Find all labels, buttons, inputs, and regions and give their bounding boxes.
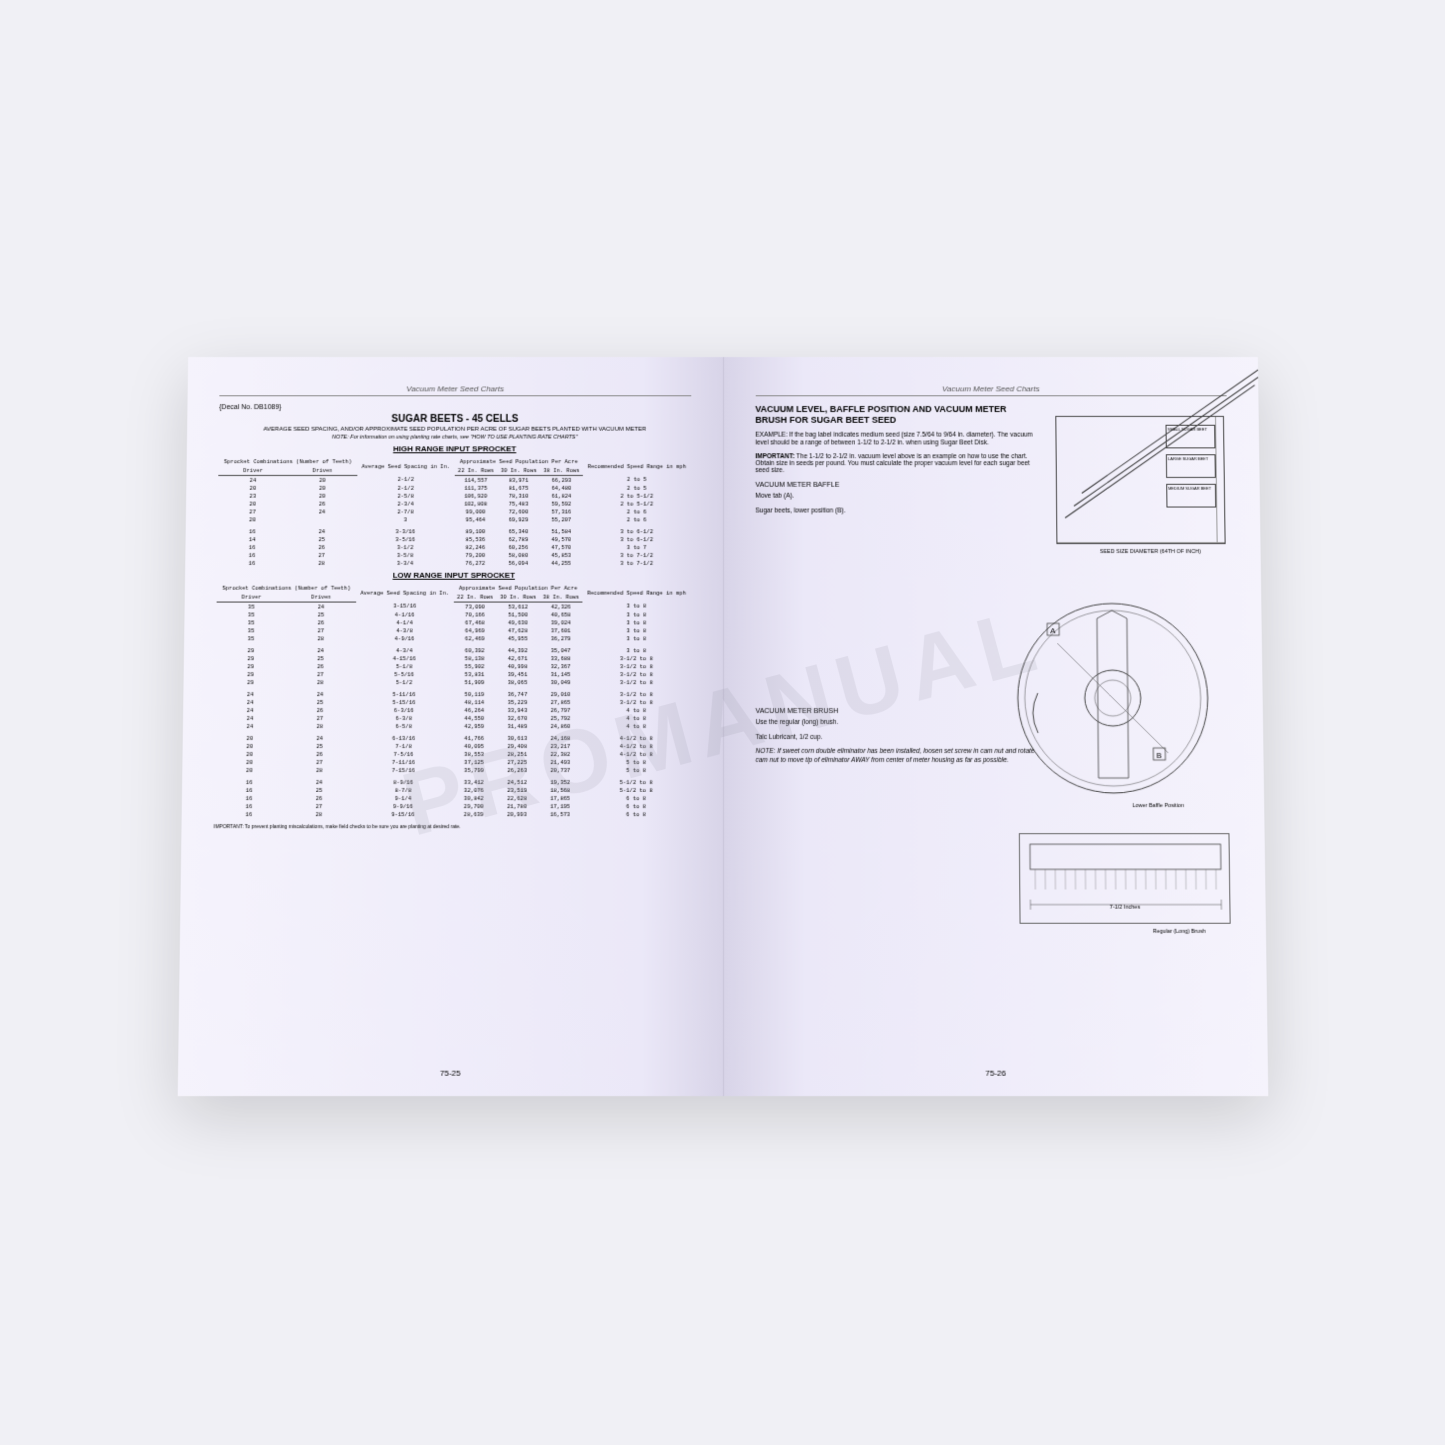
- table-row: 16283-3/476,27256,09444,2553 to 7-1/2: [217, 558, 691, 566]
- low-range-title: LOW RANGE INPUT SPROCKET: [216, 570, 690, 579]
- high-range-title: HIGH RANGE INPUT SPROCKET: [218, 444, 690, 453]
- table-row: 20257-1/840,09529,40823,2174-1/2 to 8: [214, 741, 690, 749]
- left-page-header: Vacuum Meter Seed Charts: [219, 384, 690, 396]
- table-row: 24276-3/844,55032,67025,7924 to 8: [215, 714, 690, 722]
- table-row: 20246-13/1641,76630,61324,1684-1/2 to 8: [214, 733, 690, 741]
- baffle-label: Lower Baffle Position: [1132, 803, 1184, 809]
- baffle-text-1: Move tab (A).: [755, 493, 1033, 501]
- col-pop: Approximate Seed Population Per Acre: [454, 457, 582, 466]
- chart-note: NOTE: For information on using planting …: [218, 434, 690, 440]
- svg-text:A: A: [1050, 626, 1056, 635]
- important-block: IMPORTANT: The 1-1/2 to 2-1/2 in. vacuum…: [755, 453, 1033, 474]
- table-row: 16258-7/832,07623,51918,5685-1/2 to 8: [214, 786, 690, 794]
- table-row: 23202-5/8106,92078,31061,8242 to 5-1/2: [217, 491, 690, 499]
- col-pop: Approximate Seed Population Per Acre: [453, 583, 582, 592]
- col-38: 38 In. Rows: [540, 466, 583, 475]
- decal-number: {Decal No. DB1089}: [219, 404, 691, 411]
- table-row: 29275-5/1653,83139,45131,1453-1/2 to 8: [215, 670, 690, 678]
- col-spacing: Average Seed Spacing in In.: [357, 457, 455, 475]
- table-row: 16243-3/1689,10065,34051,5843 to 6-1/2: [217, 527, 690, 535]
- table-row: 29265-1/855,90240,99832,3673-1/2 to 8: [215, 662, 690, 670]
- col-22: 22 In. Rows: [453, 592, 496, 601]
- table-row: 14253-5/1685,53662,78949,5703 to 6-1/2: [217, 535, 690, 543]
- chart-title: SUGAR BEETS - 45 CELLS: [218, 413, 690, 424]
- col-driver: Driver: [218, 466, 287, 475]
- table-row: 20395,46469,92955,2072 to 6: [217, 515, 690, 523]
- col-22: 22 In. Rows: [454, 466, 497, 475]
- table-row: 29254-15/1658,13842,67133,6883-1/2 to 8: [215, 654, 690, 662]
- brush-text-2: Talc Lubricant, 1/2 cup.: [755, 733, 1035, 741]
- table-row: 16289-15/1628,63920,99316,5736 to 8: [213, 810, 690, 818]
- table-row: 16279-9/1629,70021,78017,1956 to 8: [213, 802, 690, 810]
- col-30: 30 In. Rows: [497, 466, 540, 475]
- table-row: 29244-3/460,39244,39235,0473 to 8: [215, 646, 690, 654]
- table-row: 24255-15/1648,11435,22927,8653-1/2 to 8: [215, 698, 690, 706]
- chart-x-label: SEED SIZE DIAMETER (64TH OF INCH): [1099, 549, 1200, 555]
- table-row: 16263-1/282,24660,25647,5703 to 7: [217, 543, 690, 551]
- table-row: 29285-1/251,90938,06530,0493-1/2 to 8: [215, 678, 690, 686]
- col-sprocket: Sprocket Combinations (Number of Teeth): [216, 583, 355, 592]
- col-spacing: Average Seed Spacing in In.: [355, 583, 453, 601]
- table-row: 20277-11/1637,12527,22521,4935 to 8: [214, 757, 690, 765]
- col-sprocket: Sprocket Combinations (Number of Teeth): [218, 457, 357, 466]
- right-page-number: 75-26: [985, 1068, 1006, 1077]
- col-speed: Recommended Speed Range in mph: [582, 583, 690, 601]
- baffle-text-2: Sugar beets, lower position (B).: [755, 507, 1033, 515]
- col-driver: Driver: [216, 592, 286, 601]
- table-row: 27242-7/899,00072,60057,3162 to 6: [217, 507, 690, 515]
- vacuum-title: VACUUM LEVEL, BAFFLE POSITION AND VACUUM…: [755, 404, 1033, 425]
- col-driven: Driven: [287, 466, 356, 475]
- col-30: 30 In. Rows: [496, 592, 539, 601]
- table-row: 16248-9/1633,41224,51219,3525-1/2 to 8: [214, 778, 690, 786]
- table-row: 24266-3/1646,26433,94326,7974 to 8: [215, 706, 690, 714]
- right-page-header: Vacuum Meter Seed Charts: [755, 384, 1226, 396]
- important-note: IMPORTANT: To prevent planting miscalcul…: [213, 824, 690, 830]
- brush-label: Regular (Long) Brush: [1152, 928, 1205, 934]
- svg-text:B: B: [1156, 750, 1161, 759]
- brush-note: NOTE: If sweet corn double eliminator ha…: [755, 748, 1035, 765]
- table-row: 24286-5/842,95931,48924,8604 to 8: [214, 722, 690, 730]
- high-range-table: Sprocket Combinations (Number of Teeth) …: [217, 457, 691, 567]
- table-row: 35274-3/864,96947,62837,6013 to 8: [216, 626, 690, 634]
- brush-text-1: Use the regular (long) brush.: [755, 719, 1035, 727]
- baffle-heading: VACUUM METER BAFFLE: [755, 482, 1033, 489]
- table-row: 20287-15/1635,79926,26320,7375 to 8: [214, 765, 690, 773]
- left-page-number: 75-25: [439, 1068, 460, 1077]
- brush-dimension: 7-1/2 Inches: [1109, 904, 1139, 910]
- table-row: 16269-1/430,84222,62817,8656 to 8: [213, 794, 689, 802]
- open-book: Vacuum Meter Seed Charts {Decal No. DB10…: [177, 357, 1268, 1096]
- table-row: 35264-1/467,46849,63039,0243 to 8: [216, 618, 690, 626]
- example-text: EXAMPLE: If the bag label indicates medi…: [755, 431, 1033, 448]
- table-row: 20267-5/1638,55328,25122,3824-1/2 to 8: [214, 749, 690, 757]
- col-38: 38 In. Rows: [539, 592, 582, 601]
- baffle-diagram: A B: [997, 593, 1229, 802]
- table-row: 35254-1/1670,16651,50040,6583 to 8: [216, 610, 690, 618]
- brush-diagram: 7-1/2 Inches: [1018, 833, 1230, 924]
- col-speed: Recommended Speed Range in mph: [582, 457, 690, 475]
- table-row: 35243-15/1673,09053,61242,3263 to 8: [216, 602, 690, 610]
- chart-subtitle: AVERAGE SEED SPACING, AND/OR APPROXIMATE…: [218, 426, 690, 432]
- table-row: 24245-11/1650,11936,74729,0103-1/2 to 8: [215, 690, 690, 698]
- table-row: 24202-1/2114,55783,97166,2932 to 5: [218, 475, 691, 483]
- important-text: The 1-1/2 to 2-1/2 in. vacuum level abov…: [755, 453, 1030, 474]
- vacuum-level-chart: SMALL SUGAR BEET LARGE SUGAR BEET MEDIUM…: [1055, 415, 1225, 543]
- col-driven: Driven: [286, 592, 356, 601]
- right-page: Vacuum Meter Seed Charts VACUUM LEVEL, B…: [723, 357, 1268, 1096]
- brush-heading: VACUUM METER BRUSH: [755, 708, 1035, 715]
- low-range-table: Sprocket Combinations (Number of Teeth) …: [213, 583, 690, 817]
- left-page: Vacuum Meter Seed Charts {Decal No. DB10…: [177, 357, 723, 1096]
- table-row: 20202-1/2111,37581,67564,4802 to 5: [218, 483, 691, 491]
- table-row: 16273-5/879,20058,08045,8533 to 7-1/2: [217, 551, 690, 559]
- table-row: 20262-3/4102,80875,48359,5922 to 5-1/2: [217, 499, 690, 507]
- table-row: 35284-9/1662,46945,95536,2793 to 8: [216, 634, 691, 642]
- important-label: IMPORTANT:: [755, 453, 794, 460]
